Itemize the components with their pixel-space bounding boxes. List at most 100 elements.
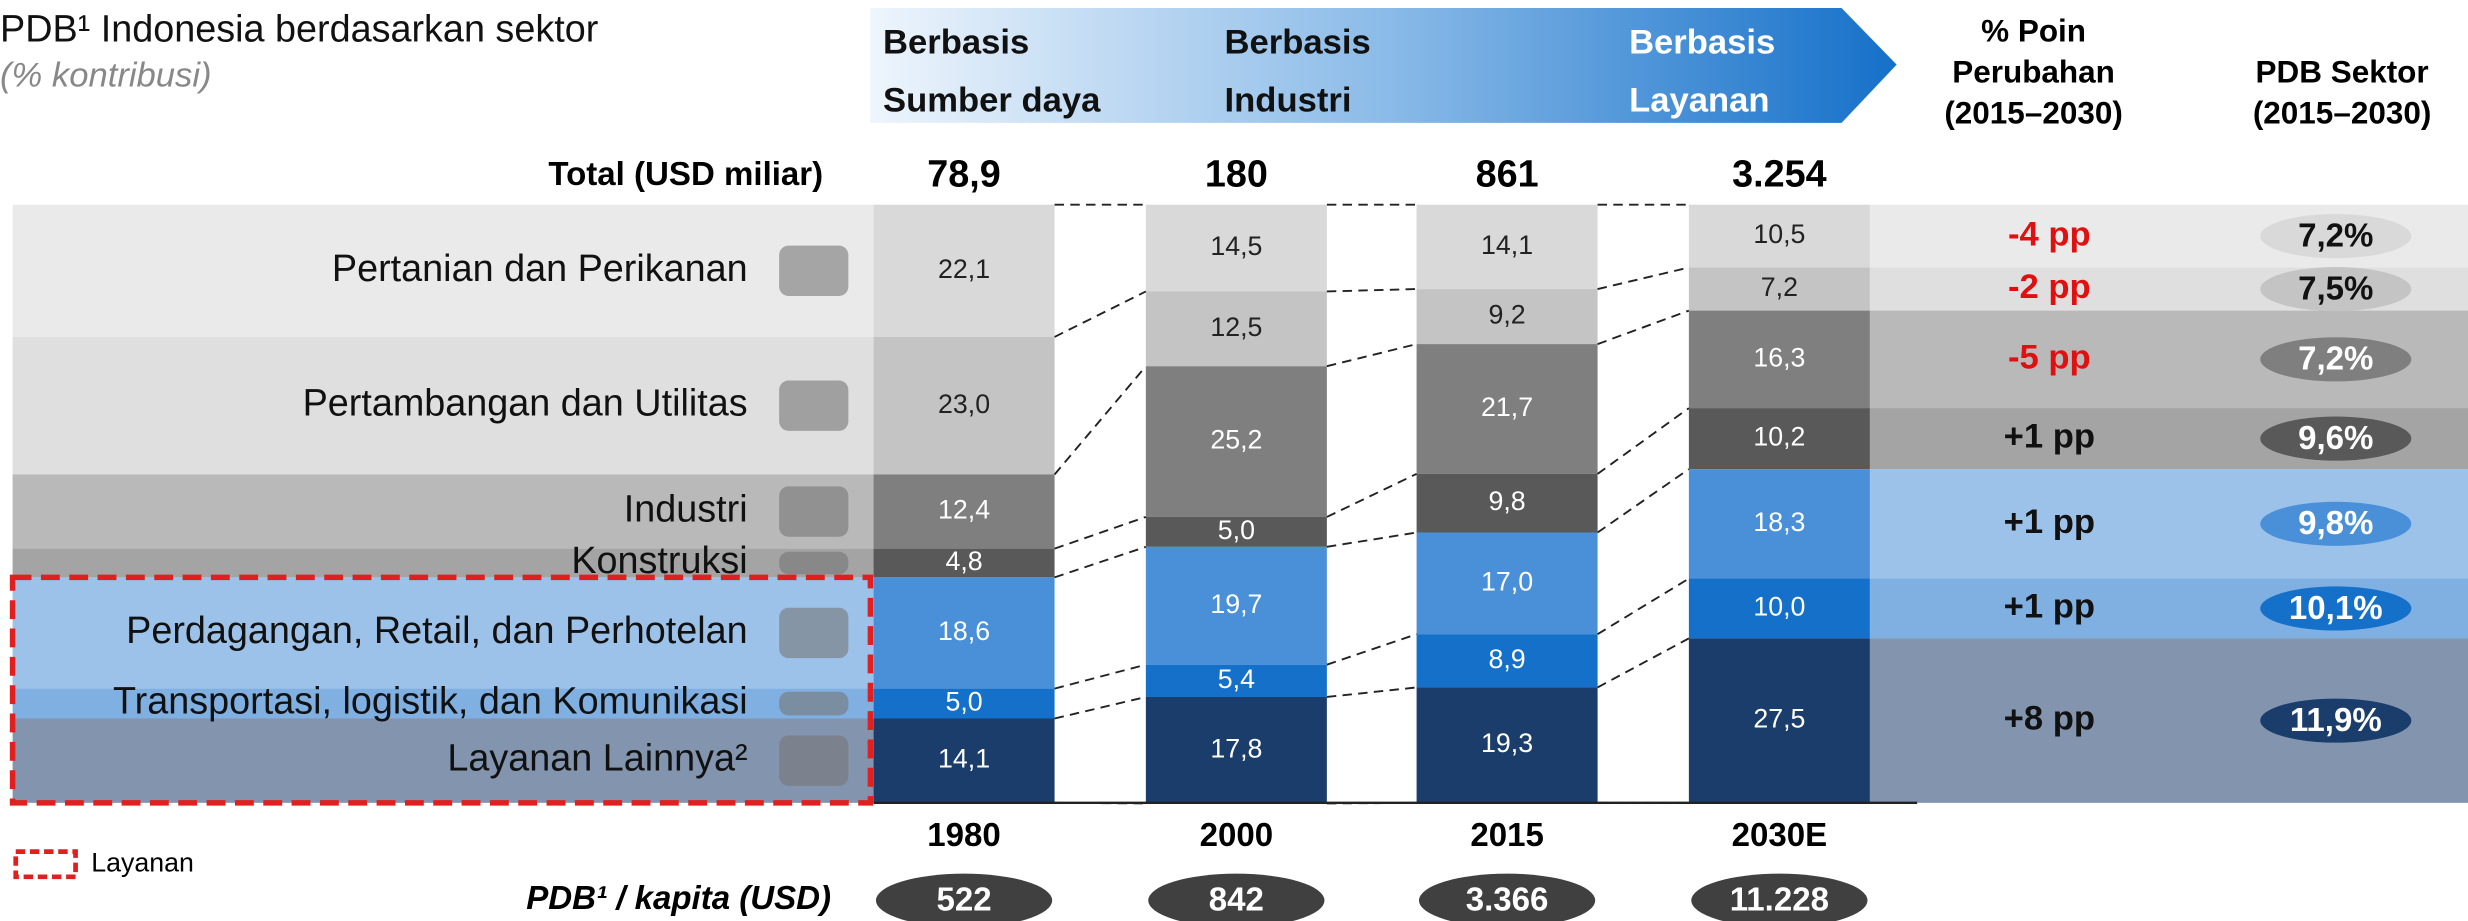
bar-segment: [1416, 344, 1598, 474]
growth-pill: [2260, 267, 2412, 312]
change-header: Perubahan: [1952, 54, 2115, 89]
bar-segment: [1688, 267, 1870, 311]
sector-icon: [779, 245, 849, 297]
growth-pill: [2260, 586, 2412, 631]
change-value: -4 pp: [2008, 215, 2091, 253]
change-value: +1 pp: [2004, 503, 2095, 541]
phase-label: Layanan: [1629, 82, 1769, 120]
bar-segment: [1416, 289, 1598, 345]
bar-segment: [873, 548, 1055, 578]
bar-segment: [1145, 204, 1327, 292]
segment-label: 8,9: [1488, 644, 1525, 674]
total-label: 3.254: [1732, 153, 1827, 195]
x-tick-label: 2015: [1470, 817, 1544, 854]
sector-label: Pertambangan dan Utilitas: [303, 383, 748, 425]
segment-label: 17,8: [1210, 733, 1262, 763]
phase-banner: [870, 7, 1897, 123]
growth-value: 11,9%: [2290, 702, 2382, 739]
sector-label: Transportasi, logistik, dan Komunikasi: [113, 681, 748, 723]
segment-label: 21,7: [1481, 392, 1533, 422]
legend-swatch: [13, 849, 78, 880]
change-header: (2015–2030): [1944, 95, 2122, 130]
connector: [1597, 266, 1690, 290]
change-value: -2 pp: [2008, 268, 2091, 306]
change-header: % Poin: [1981, 13, 2086, 48]
growth-pill: [2260, 501, 2412, 546]
segment-label: 22,1: [938, 254, 990, 284]
growth-header: (2015–2030): [2253, 95, 2431, 130]
connector: [1597, 309, 1690, 345]
growth-pill: [2260, 337, 2412, 382]
sector-label: Pertanian dan Perikanan: [332, 248, 748, 290]
segment-label: 16,3: [1753, 342, 1805, 372]
segment-label: 10,5: [1753, 219, 1805, 249]
sector-icon: [779, 691, 849, 716]
segment-label: 10,0: [1753, 592, 1805, 622]
segment-label: 19,7: [1210, 589, 1262, 619]
change-value: +1 pp: [2004, 418, 2095, 456]
growth-pill: [2260, 214, 2412, 259]
per-capita-value: 11.228: [1730, 882, 1829, 919]
sector-band: [12, 474, 874, 549]
bar-segment: [873, 474, 1055, 549]
bar-segment: [1145, 546, 1327, 665]
bar-segment: [1416, 634, 1598, 688]
sector-icon: [779, 551, 849, 575]
connector: [1597, 637, 1690, 689]
segment-label: 14,1: [938, 744, 990, 774]
bar-segment: [1145, 366, 1327, 517]
segment-label: 25,2: [1210, 425, 1262, 455]
segment-label: 5,4: [1218, 664, 1255, 694]
bar-segment: [1145, 516, 1327, 547]
growth-pill: [2260, 416, 2412, 461]
per-capita-value: 842: [1209, 882, 1264, 919]
segment-label: 14,1: [1481, 230, 1533, 260]
connector: [1054, 516, 1147, 550]
totals-label: Total (USD miliar): [548, 156, 823, 193]
connector: [1054, 696, 1147, 720]
sector-icon: [779, 735, 849, 786]
growth-value: 9,8%: [2298, 505, 2373, 542]
growth-pill: [2260, 698, 2412, 743]
segment-label: 18,3: [1753, 507, 1805, 537]
connector: [1326, 633, 1417, 666]
segment-label: 27,5: [1753, 704, 1805, 734]
segment-label: 19,3: [1481, 728, 1533, 758]
segment-label: 4,8: [945, 546, 982, 576]
bar-segment: [1688, 578, 1870, 639]
legend-label: Layanan: [91, 847, 194, 877]
segment-label: 9,2: [1488, 300, 1525, 330]
growth-value: 7,2%: [2298, 217, 2373, 254]
sector-label: Layanan Lainnya²: [447, 738, 747, 780]
bar-segment: [1145, 664, 1327, 697]
sector-band: [12, 577, 874, 689]
change-value: +8 pp: [2004, 700, 2095, 738]
connector: [1597, 407, 1690, 475]
phase-label: Berbasis: [1629, 23, 1775, 61]
connector: [1597, 468, 1690, 534]
sector-band: [12, 336, 874, 475]
segment-label: 7,2: [1761, 272, 1798, 302]
connector: [1597, 577, 1690, 635]
sector-icon: [779, 607, 849, 659]
per-capita-pill: [1148, 873, 1325, 921]
bar-segment: [1416, 532, 1598, 635]
bar-segment: [1688, 638, 1870, 803]
sector-band: [12, 688, 874, 719]
growth-value: 7,5%: [2298, 270, 2373, 307]
highlight-box: [9, 574, 874, 806]
growth-value: 10,1%: [2289, 590, 2383, 627]
total-label: 78,9: [927, 153, 1001, 195]
connector: [1326, 288, 1417, 293]
sector-band: [12, 204, 874, 337]
per-capita-value: 3.366: [1466, 882, 1549, 919]
phase-label: Berbasis: [1225, 23, 1371, 61]
sector-label: Konstruksi: [571, 540, 747, 582]
growth-value: 9,6%: [2298, 420, 2373, 457]
connector: [1054, 290, 1147, 338]
per-capita-pill: [1418, 873, 1596, 921]
connector: [1326, 686, 1417, 698]
connector: [1053, 365, 1147, 476]
chart-subtitle: (% kontribusi): [0, 56, 212, 94]
per-capita-pill: [875, 873, 1053, 921]
